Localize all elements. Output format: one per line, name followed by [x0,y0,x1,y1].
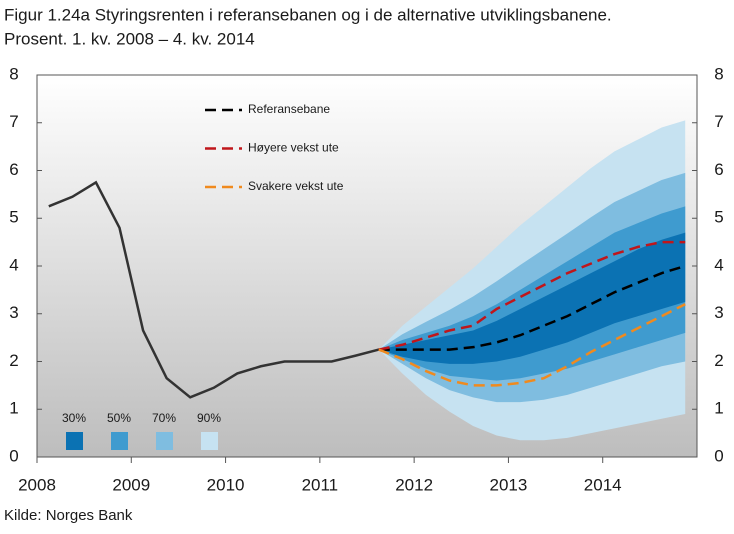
y2-tick-label: 7 [714,112,723,131]
scenario-line [378,240,686,351]
x-tick-label: 2010 [207,475,245,494]
y2-tick-label: 0 [714,446,723,465]
band-legend-label: 70% [152,411,176,425]
source: Kilde: Norges Bank [4,507,133,524]
y2-tick-label: 5 [714,208,723,227]
history-line [48,180,380,399]
band-legend-key [156,432,173,450]
y2-tick-label: 6 [714,160,723,179]
x-tick-label: 2008 [18,475,56,494]
y2-tick-label: 2 [714,351,723,370]
x-tick-label: 2014 [584,475,622,494]
y-tick-label: 4 [9,255,18,274]
y2-tick-label: 4 [714,255,723,274]
y-tick-label: 2 [9,351,18,370]
band-legend-label: 90% [197,411,221,425]
legend-label: Svakere vekst ute [248,179,344,193]
y2-tick-label: 3 [714,303,723,322]
band-legend-label: 30% [62,411,86,425]
y-tick-label: 0 [9,446,18,465]
y-tick-label: 1 [9,399,18,418]
y-tick-label: 7 [9,112,18,131]
x-tick-label: 2011 [302,475,339,494]
y-tick-label: 8 [9,64,18,83]
band-legend-key [111,432,128,450]
y-tick-label: 5 [9,208,18,227]
y-tick-label: 6 [9,160,18,179]
x-tick-label: 2012 [395,475,433,494]
legend-label: Høyere vekst ute [248,141,339,155]
x-tick-label: 2009 [112,475,150,494]
y2-tick-label: 8 [714,64,723,83]
band-legend-label: 50% [107,411,131,425]
y2-tick-label: 1 [714,399,723,418]
chart-subtitle: Prosent. 1. kv. 2008 – 4. kv. 2014 [4,29,255,48]
chart-title: Figur 1.24a Styringsrenten i referanseba… [4,5,612,24]
scenario-line [378,303,686,387]
y-tick-label: 3 [9,303,18,322]
legend-label: Referansebane [248,102,330,116]
band-legend-key [201,432,218,450]
fan-band [378,232,686,364]
x-tick-label: 2013 [490,475,528,494]
scenario-line [378,264,686,351]
band-legend-key [66,432,83,450]
